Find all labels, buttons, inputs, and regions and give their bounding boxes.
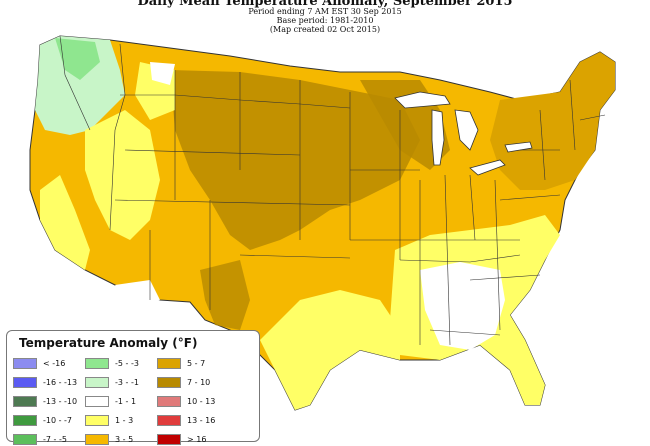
lake-erie — [469, 159, 506, 176]
desert-southwest-neutral-patch — [115, 280, 160, 305]
legend-swatch — [85, 357, 109, 369]
legend-item: 10 - 13 — [157, 394, 215, 408]
legend-swatch — [85, 376, 109, 388]
legend-item: 5 - 7 — [157, 356, 205, 370]
base-period-label: Base period: 1981-2010 — [276, 16, 374, 25]
southeast-neutral-region — [420, 262, 505, 350]
legend-label: -16 - -13 — [43, 377, 78, 387]
legend-swatch — [157, 414, 181, 426]
legend-label: 7 - 10 — [187, 377, 211, 387]
plains-hottest-region — [170, 70, 420, 250]
legend-item: -3 - -1 — [85, 375, 139, 389]
northeast-warmer-region — [490, 52, 615, 190]
legend-title: Temperature Anomaly (°F) — [19, 336, 198, 350]
legend-swatch — [157, 357, 181, 369]
legend-swatch — [157, 376, 181, 388]
pacific-northwest-cool-region — [35, 36, 125, 135]
texas-coast-mild-region — [260, 290, 400, 410]
map-created-label: (Map created 02 Oct 2015) — [269, 25, 381, 34]
legend-swatch — [13, 376, 37, 388]
legend-label: 10 - 13 — [187, 396, 216, 406]
legend-item: -10 - -7 — [13, 413, 72, 427]
legend-swatch — [13, 357, 37, 369]
legend-swatch — [85, 433, 109, 445]
lake-michigan — [431, 109, 445, 166]
legend-label: -1 - 1 — [115, 396, 137, 406]
legend-item: -1 - 1 — [85, 394, 136, 408]
legend-label: -5 - -3 — [115, 358, 139, 368]
temperature-anomaly-map — [29, 35, 616, 411]
legend-swatch — [157, 433, 181, 445]
legend-item: -13 - -10 — [13, 394, 77, 408]
legend-item: 7 - 10 — [157, 375, 210, 389]
legend-label: 13 - 16 — [187, 415, 216, 425]
legend-swatch — [85, 395, 109, 407]
legend-item: > 16 — [157, 432, 206, 446]
legend-swatch — [13, 433, 37, 445]
legend-label: -7 - -5 — [43, 434, 67, 444]
legend-label: 3 - 5 — [115, 434, 134, 444]
northern-plains-neutral-patch — [150, 62, 175, 85]
legend-item: < -16 — [13, 356, 65, 370]
legend-item: 1 - 3 — [85, 413, 133, 427]
great-basin-mild-region — [85, 110, 160, 240]
lake-superior — [394, 91, 451, 109]
lake-huron — [454, 109, 479, 151]
legend-label: > 16 — [187, 434, 207, 444]
legend-item: -16 - -13 — [13, 375, 77, 389]
legend-panel: Temperature Anomaly (°F) < -16 -16 - -13 -… — [6, 330, 260, 445]
state-borders — [59, 35, 606, 346]
southwest-hottest-patch — [200, 260, 250, 330]
legend-label: 1 - 3 — [115, 415, 134, 425]
legend-swatch — [13, 395, 37, 407]
legend-label: 5 - 7 — [187, 358, 206, 368]
legend-item: -7 - -5 — [13, 432, 67, 446]
legend-item: -5 - -3 — [85, 356, 139, 370]
pacific-northwest-green-patch — [55, 38, 100, 80]
legend-label: -13 - -10 — [43, 396, 78, 406]
legend-label: < -16 — [43, 358, 66, 368]
period-label: Period ending 7 AM EST 30 Sep 2015 — [248, 7, 402, 16]
legend-swatch — [85, 414, 109, 426]
california-mild-region — [40, 175, 90, 270]
lake-ontario — [504, 141, 533, 153]
legend-swatch — [157, 395, 181, 407]
legend-label: -3 - -1 — [115, 377, 139, 387]
legend-item: 3 - 5 — [85, 432, 133, 446]
legend-swatch — [13, 414, 37, 426]
legend-label: -10 - -7 — [43, 415, 73, 425]
legend-item: 13 - 16 — [157, 413, 215, 427]
map-title: Daily Mean Temperature Anomaly, Septembe… — [137, 0, 513, 9]
